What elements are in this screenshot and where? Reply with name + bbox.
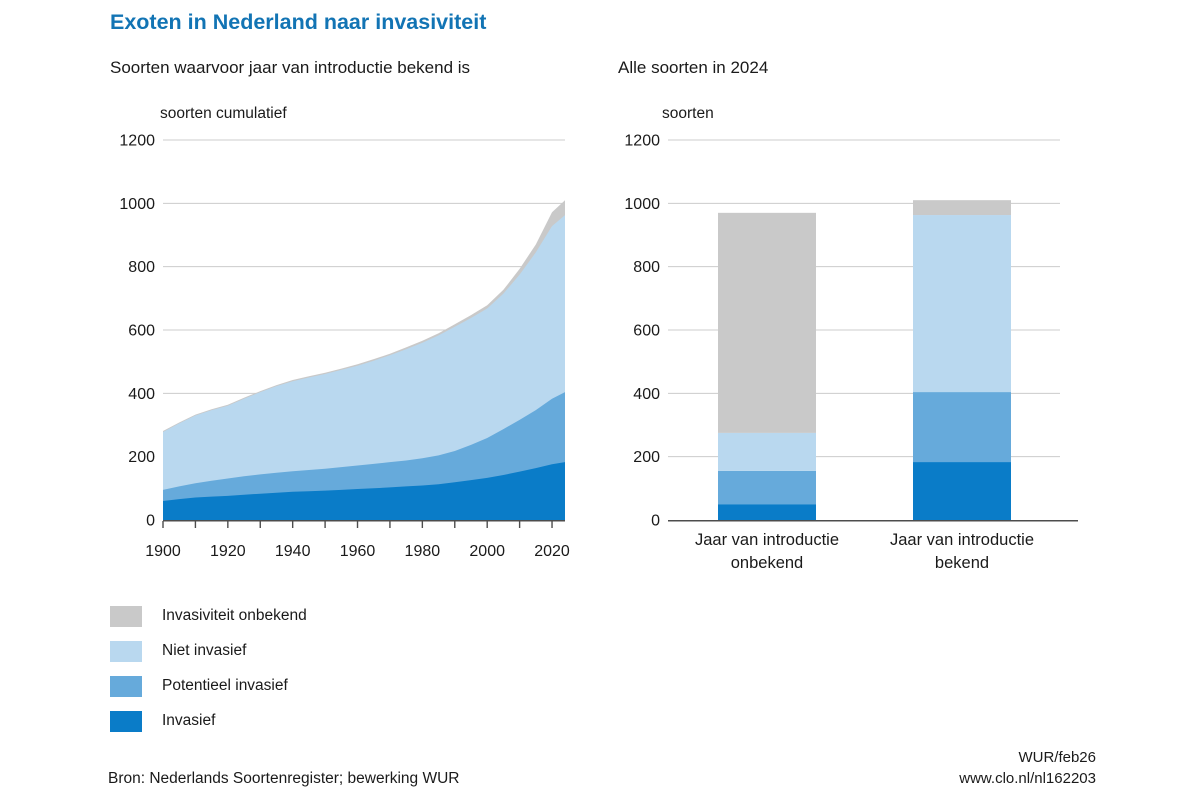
svg-text:800: 800 [128,259,155,276]
page-title: Exoten in Nederland naar invasiviteit [110,10,487,34]
left-chart-unit-label: soorten cumulatief [160,105,287,122]
svg-text:Jaar van introductie: Jaar van introductie [695,531,839,549]
svg-text:400: 400 [633,386,660,403]
svg-text:1940: 1940 [275,543,311,560]
right-chart-subtitle: Alle soorten in 2024 [618,58,769,77]
credits: WUR/feb26 www.clo.nl/nl162203 [959,747,1096,789]
legend-swatch-onbekend [110,606,142,627]
svg-text:1980: 1980 [405,543,441,560]
legend-swatch-invasief [110,711,142,732]
svg-text:bekend: bekend [935,554,989,572]
svg-text:200: 200 [633,449,660,466]
svg-text:1960: 1960 [340,543,376,560]
svg-text:1900: 1900 [145,543,181,560]
svg-text:onbekend: onbekend [731,554,804,572]
source-text: Bron: Nederlands Soortenregister; bewerk… [108,770,460,787]
svg-text:800: 800 [633,259,660,276]
legend-swatch-niet-invasief [110,641,142,662]
right-chart-unit-label: soorten [662,105,714,122]
legend-label: Invasief [162,712,216,729]
svg-text:Jaar van introductie: Jaar van introductie [890,531,1034,549]
credit-author: WUR/feb26 [1018,749,1096,766]
svg-text:400: 400 [128,386,155,403]
legend-swatch-potentieel-invasief [110,676,142,697]
legend-label: Niet invasief [162,642,247,659]
bar-chart: 0 200 400 600 800 1000 1200 Jaar van introducti… [624,133,1078,572]
legend-label: Invasiviteit onbekend [162,607,307,624]
svg-text:600: 600 [128,323,155,340]
svg-text:1200: 1200 [624,133,660,150]
svg-text:0: 0 [146,513,155,530]
svg-text:1920: 1920 [210,543,246,560]
credit-url: www.clo.nl/nl162203 [959,770,1096,787]
svg-text:200: 200 [128,449,155,466]
svg-text:600: 600 [633,323,660,340]
svg-text:2020: 2020 [534,543,570,560]
svg-text:1000: 1000 [624,196,660,213]
legend-label: Potentieel invasief [162,677,288,694]
svg-text:2000: 2000 [469,543,505,560]
svg-text:0: 0 [651,513,660,530]
svg-text:1200: 1200 [119,133,155,150]
area-chart: 0 200 400 600 800 1000 1200 1900 1920 1940 1960 198… [119,133,570,561]
left-chart-subtitle: Soorten waarvoor jaar van introductie be… [110,58,471,77]
svg-text:1000: 1000 [119,196,155,213]
